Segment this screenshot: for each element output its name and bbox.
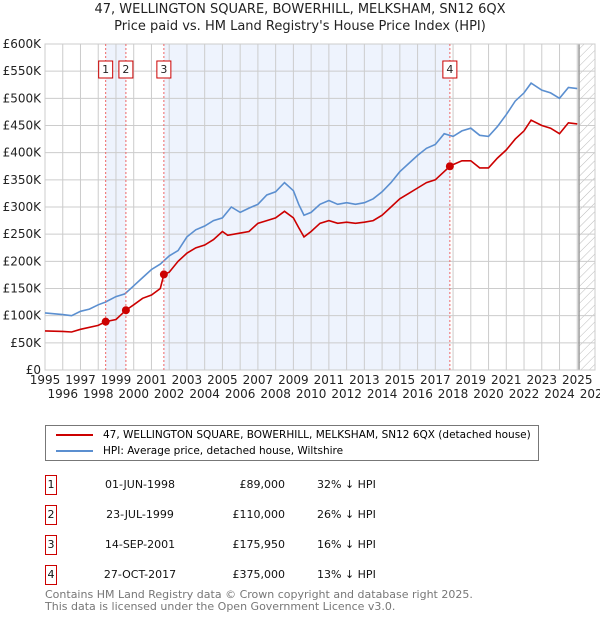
x-tick-label: 2010 bbox=[296, 387, 327, 401]
x-tick-label: 2020 bbox=[473, 387, 504, 401]
x-tick-label: 2002 bbox=[154, 387, 185, 401]
footer-licence: This data is licensed under the Open Gov… bbox=[45, 600, 396, 613]
y-tick-label: £400K bbox=[3, 146, 43, 160]
transaction-price: £375,000 bbox=[232, 568, 286, 581]
transaction-date: 01-JUN-1998 bbox=[104, 478, 176, 491]
x-tick-label: 2000 bbox=[118, 387, 149, 401]
y-tick-label: £100K bbox=[3, 309, 43, 323]
y-tick-label: £300K bbox=[3, 200, 43, 214]
y-tick-label: £600K bbox=[3, 37, 43, 51]
x-tick-label: 1996 bbox=[47, 387, 78, 401]
x-tick-label: 2012 bbox=[331, 387, 362, 401]
x-tick-label: 2025 bbox=[562, 373, 593, 387]
x-tick-label: 1997 bbox=[65, 373, 96, 387]
x-tick-label: 2011 bbox=[314, 373, 345, 387]
transaction-number: 1 bbox=[45, 475, 57, 495]
footer-copyright: Contains HM Land Registry data © Crown c… bbox=[45, 588, 473, 601]
transaction-date: 14-SEP-2001 bbox=[104, 538, 176, 551]
x-tick-label: 2004 bbox=[189, 387, 220, 401]
sale-label-box bbox=[98, 60, 114, 79]
x-tick-label: 2003 bbox=[172, 373, 203, 387]
transaction-hpi-diff: 26% ↓ HPI bbox=[317, 508, 376, 521]
sale-label: 1 bbox=[102, 63, 109, 76]
transaction-hpi-diff: 32% ↓ HPI bbox=[317, 478, 376, 491]
sale-label-box bbox=[442, 60, 458, 79]
chart: £0 £50K £100K £150K £200K £250K £300K £350K £400… bbox=[3, 37, 600, 401]
sale-label: 4 bbox=[446, 63, 453, 76]
sale-label: 2 bbox=[122, 63, 129, 76]
sale-label-box bbox=[118, 60, 134, 79]
x-tick-label: 2023 bbox=[527, 373, 558, 387]
transaction-date: 27-OCT-2017 bbox=[103, 568, 177, 581]
x-tick-label: 2018 bbox=[438, 387, 469, 401]
x-tick-label: 2024 bbox=[544, 387, 575, 401]
x-tick-label: 2013 bbox=[349, 373, 380, 387]
transaction-number: 2 bbox=[45, 505, 57, 525]
price-paid-line bbox=[44, 119, 578, 333]
x-tick-label: 2022 bbox=[509, 387, 540, 401]
transaction-price: £175,950 bbox=[232, 538, 286, 551]
x-tick-label: 2019 bbox=[456, 373, 487, 387]
sale-label: 3 bbox=[160, 63, 167, 76]
legend-swatch-price-paid bbox=[56, 434, 93, 436]
legend-label-hpi: HPI: Average price, detached house, Wilt… bbox=[103, 445, 344, 457]
transaction-price: £89,000 bbox=[239, 478, 286, 491]
x-tick-label: 2026 bbox=[580, 387, 600, 401]
transaction-date: 23-JUL-1999 bbox=[106, 508, 174, 521]
x-tick-label: 1999 bbox=[101, 373, 132, 387]
legend-swatch-hpi bbox=[56, 450, 93, 452]
y-tick-label: £500K bbox=[3, 91, 43, 105]
x-tick-label: 2021 bbox=[491, 373, 522, 387]
x-tick-label: 1998 bbox=[83, 387, 114, 401]
transaction-row: 2 23-JUL-1999 £110,000 26% ↓ HPI bbox=[45, 505, 445, 525]
sale-point bbox=[121, 306, 130, 315]
x-tick-label: 2015 bbox=[385, 373, 416, 387]
y-tick-label: £150K bbox=[3, 282, 43, 296]
transaction-price: £110,000 bbox=[232, 508, 286, 521]
transaction-row: 1 01-JUN-1998 £89,000 32% ↓ HPI bbox=[45, 475, 445, 495]
x-tick-label: 2007 bbox=[243, 373, 274, 387]
x-tick-label: 2001 bbox=[136, 373, 167, 387]
x-tick-label: 1995 bbox=[30, 373, 61, 387]
transaction-row: 3 14-SEP-2001 £175,950 16% ↓ HPI bbox=[45, 535, 445, 555]
x-tick-label: 2006 bbox=[225, 387, 256, 401]
chart-subtitle: Price paid vs. HM Land Registry's House … bbox=[114, 19, 486, 34]
y-tick-label: £550K bbox=[3, 64, 43, 78]
legend: 47, WELLINGTON SQUARE, BOWERHILL, MELKSH… bbox=[45, 425, 539, 461]
x-tick-label: 2008 bbox=[260, 387, 291, 401]
transaction-number: 4 bbox=[45, 565, 57, 585]
x-tick-label: 2005 bbox=[207, 373, 238, 387]
y-tick-label: £50K bbox=[10, 336, 42, 350]
sale-point bbox=[445, 162, 454, 171]
x-tick-label: 2016 bbox=[402, 387, 433, 401]
hpi-line bbox=[44, 82, 578, 317]
transaction-row: 4 27-OCT-2017 £375,000 13% ↓ HPI bbox=[45, 565, 445, 585]
x-tick-label: 2017 bbox=[420, 373, 451, 387]
y-tick-label: £0 bbox=[26, 363, 41, 377]
sale-label-box bbox=[156, 60, 172, 79]
transaction-hpi-diff: 16% ↓ HPI bbox=[317, 538, 376, 551]
sale-point bbox=[101, 317, 110, 326]
x-tick-label: 2014 bbox=[367, 387, 398, 401]
x-tick-label: 2009 bbox=[278, 373, 309, 387]
transaction-number: 3 bbox=[45, 535, 57, 555]
chart-title: 47, WELLINGTON SQUARE, BOWERHILL, MELKSH… bbox=[94, 2, 506, 17]
sale-point bbox=[159, 270, 168, 279]
transaction-hpi-diff: 13% ↓ HPI bbox=[317, 568, 376, 581]
footer: Contains HM Land Registry data © Crown c… bbox=[45, 589, 473, 613]
y-tick-label: £250K bbox=[3, 227, 43, 241]
y-tick-label: £350K bbox=[3, 173, 43, 187]
legend-label-price-paid: 47, WELLINGTON SQUARE, BOWERHILL, MELKSH… bbox=[103, 429, 531, 441]
y-tick-label: £450K bbox=[3, 119, 43, 133]
y-tick-label: £200K bbox=[3, 254, 43, 268]
plot-frame bbox=[44, 43, 596, 371]
